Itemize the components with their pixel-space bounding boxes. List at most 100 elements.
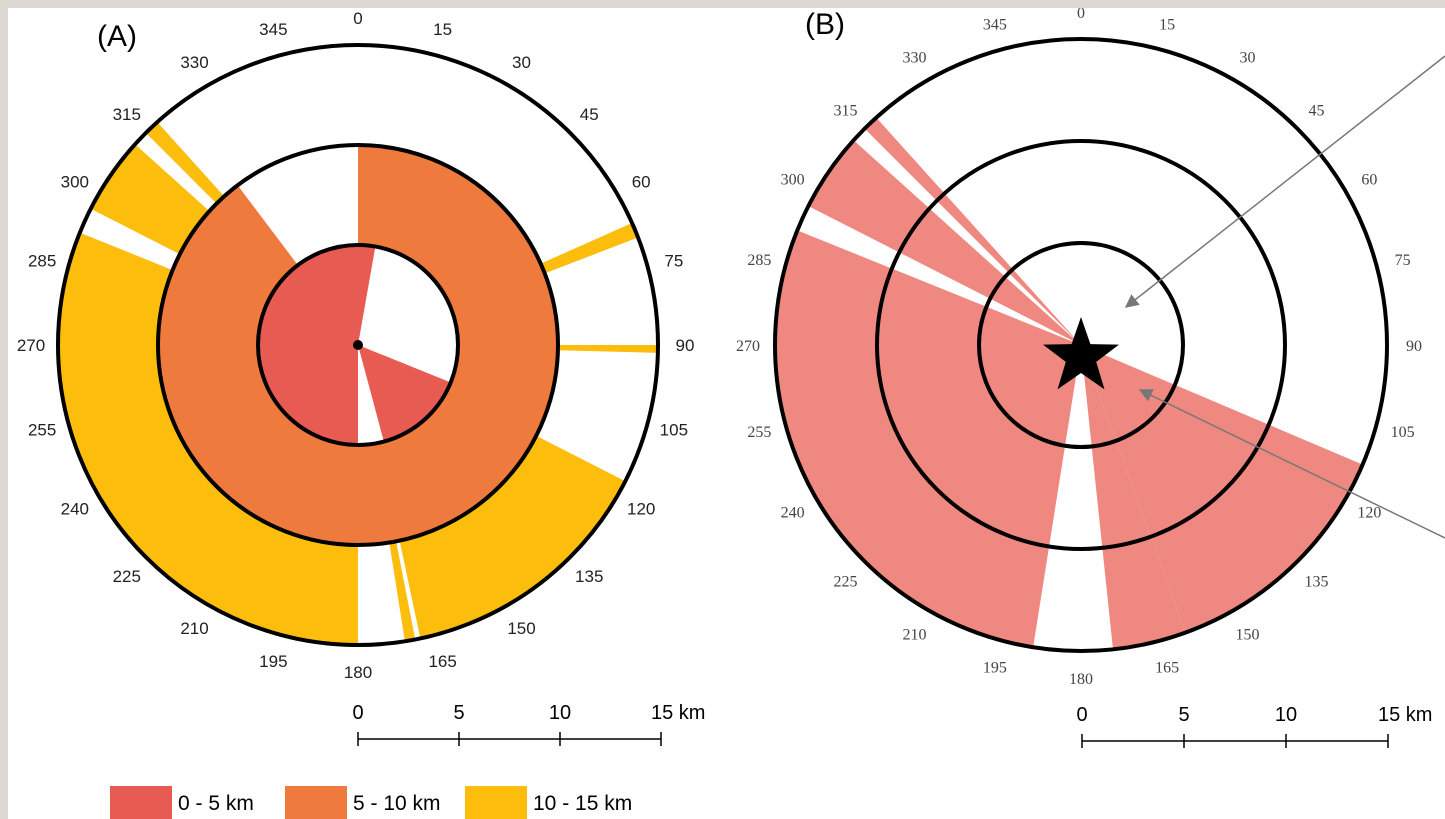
panel-a-sector <box>442 239 550 316</box>
panel-a-sector <box>540 222 639 274</box>
panel-b-angle-label: 45 <box>1308 103 1324 120</box>
panel-b-scale-label: 10 <box>1275 704 1297 726</box>
panel-b-angle-label: 120 <box>1357 505 1381 522</box>
panel-a-angle-label: 195 <box>259 652 287 671</box>
panel-b-ring <box>977 241 1185 449</box>
figure-canvas: 0 15 30 45 60 75 90 105 120 135 150 165 180 195 210 225… <box>8 8 1445 819</box>
panel-b-angle-label: 105 <box>1391 424 1415 441</box>
panel-b-ring <box>773 37 1389 653</box>
panel-b-angle-label: 225 <box>834 573 858 590</box>
panel-a-scale-label: 5 <box>453 702 464 724</box>
panel-a-ring <box>256 243 460 447</box>
panel-b-sector <box>775 230 1081 648</box>
panel-a-angle-label: 120 <box>627 500 655 519</box>
panel-b-angle-label: 180 <box>1069 671 1093 688</box>
panel-a-angle-label: 60 <box>632 173 651 192</box>
panel-b-angle-label: 315 <box>834 103 858 120</box>
legend: 0 - 5 km 5 - 10 km 10 - 15 km <box>110 786 632 819</box>
panel-b: 0 15 30 45 60 75 90 105 120 135 150 165 180 195 210 225… <box>736 8 1445 688</box>
panel-a-angle-label: 345 <box>259 20 287 39</box>
panel-a-scale-bar: 0 5 10 15 km <box>352 702 705 746</box>
panel-b-angle-label: 90 <box>1406 338 1422 355</box>
panel-a-sectors <box>57 122 658 645</box>
panel-a-sector <box>399 435 626 639</box>
panel-a-angle-label: 45 <box>580 105 599 124</box>
panel-a-angle-label: 270 <box>17 336 45 355</box>
panel-a-center-dot <box>353 340 363 350</box>
panel-b-sector <box>1081 345 1186 650</box>
panel-a-sector <box>358 345 451 442</box>
panel-b-angle-label: 285 <box>747 252 771 269</box>
panel-b-angle-label: 345 <box>983 16 1007 33</box>
panel-b-angle-label: 60 <box>1361 172 1377 189</box>
panel-a-angle-label: 0 <box>353 9 362 28</box>
panel-a-sector <box>557 345 658 353</box>
panel-b-angle-label: 150 <box>1236 626 1260 643</box>
panel-a-angle-label: 90 <box>676 336 695 355</box>
panel-a-angle-label: 240 <box>61 500 89 519</box>
panel-a-angle-label: 165 <box>428 652 456 671</box>
panel-b-angle-label: 15 <box>1159 16 1175 33</box>
radial-distance-figure: 0153045607590105120135150165180195210225… <box>17 8 1445 819</box>
panel-b-angle-label: 270 <box>736 338 760 355</box>
panel-b-scale-bar: 0 5 10 15 km <box>1076 704 1432 748</box>
panel-a-sector <box>378 149 405 248</box>
panel-a-sector <box>453 369 553 407</box>
legend-swatch <box>465 786 527 819</box>
panel-a-scale-label: 15 km <box>651 702 705 724</box>
panel-a-angle-label: 180 <box>344 663 372 682</box>
legend-label: 5 - 10 km <box>353 792 441 815</box>
legend-swatch <box>285 786 347 819</box>
panel-b-angle-label: 255 <box>747 424 771 441</box>
panel-a-angle-label: 75 <box>664 251 683 270</box>
panel-a-scale-label: 0 <box>352 702 363 724</box>
panel-a-sector <box>358 245 376 345</box>
panel-b-scale-label: 0 <box>1076 704 1087 726</box>
legend-swatch <box>110 786 172 819</box>
panel-b-angle-label: 30 <box>1240 50 1256 67</box>
panel-b-scale-label: 15 km <box>1378 704 1432 726</box>
panel-a-rings <box>56 43 660 647</box>
panel-a-angle-label: 150 <box>507 619 535 638</box>
panel-b-sector <box>808 140 1081 345</box>
panel-a-scale-label: 10 <box>549 702 571 724</box>
panel-a-sector <box>90 144 210 255</box>
panel-b-angle-label: 300 <box>781 172 805 189</box>
panel-b-angle-label: 210 <box>903 626 927 643</box>
panel-a-sector <box>455 303 557 335</box>
legend-label: 10 - 15 km <box>533 792 632 815</box>
panel-a-angle-label: 210 <box>180 619 208 638</box>
panel-b-scale-label: 5 <box>1178 704 1189 726</box>
panel-b-sectors <box>775 117 1363 650</box>
panel-b-sector <box>864 117 1081 345</box>
panel-a-angle-labels: 0 15 30 45 60 75 90 105 120 135 150 165 180 195 210 225… <box>17 9 695 682</box>
panel-b-angle-label: 75 <box>1395 252 1411 269</box>
panel-a-angle-label: 15 <box>433 20 452 39</box>
panel-a-ring <box>56 43 660 647</box>
panel-b-arrows <box>1124 55 1445 539</box>
panel-a-label: (A) <box>97 20 137 53</box>
panel-b-angle-labels: 0 15 30 45 60 75 90 105 120 135 150 165 180 195 210 225… <box>736 8 1422 688</box>
panel-b-ring <box>875 139 1287 551</box>
arrow-upper <box>1124 55 1445 308</box>
panel-a: 0 15 30 45 60 75 90 105 120 135 150 165 180 195 210 225… <box>17 9 695 682</box>
panel-a-angle-label: 255 <box>28 421 56 440</box>
panel-a-sector <box>456 355 557 384</box>
panel-a-angle-label: 30 <box>512 53 531 72</box>
panel-a-sector <box>457 334 559 352</box>
panel-a-ring <box>156 143 560 547</box>
panel-b-angle-label: 135 <box>1304 573 1328 590</box>
panel-b-angle-label: 195 <box>983 660 1007 677</box>
panel-a-sector <box>258 245 358 445</box>
legend-label: 0 - 5 km <box>178 792 254 815</box>
panel-a-sector <box>157 185 358 546</box>
panel-b-angle-label: 165 <box>1155 660 1179 677</box>
panel-b-angle-label: 330 <box>903 50 927 67</box>
panel-a-angle-label: 225 <box>113 567 141 586</box>
panel-b-angle-label: 0 <box>1077 8 1085 22</box>
panel-a-angle-label: 300 <box>61 173 89 192</box>
panel-a-angle-label: 315 <box>113 105 141 124</box>
panel-b-label: (B) <box>805 8 845 41</box>
panel-a-sector <box>389 541 416 642</box>
panel-a-sector <box>145 122 225 204</box>
